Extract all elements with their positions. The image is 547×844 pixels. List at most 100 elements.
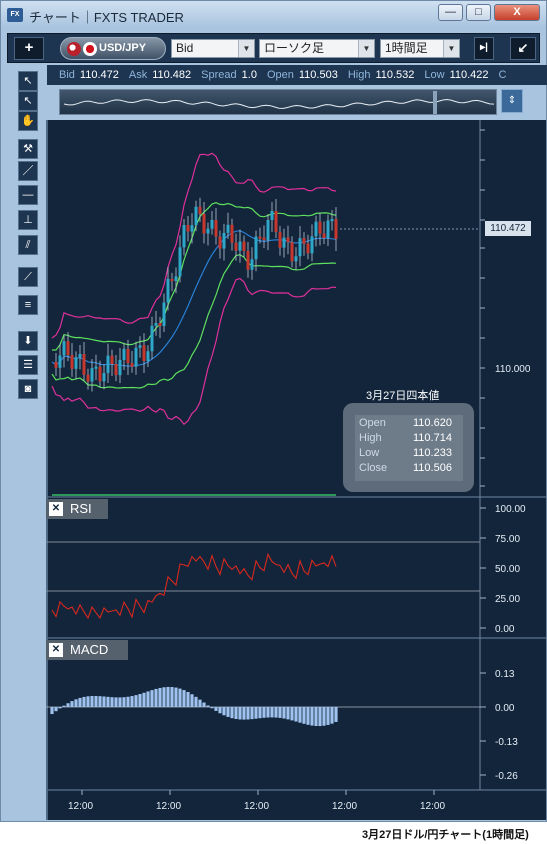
- macd-histogram-bar: [234, 707, 238, 720]
- pair-label: USD/JPY: [99, 42, 147, 54]
- macd-histogram-bar: [122, 697, 126, 707]
- timeframe-select[interactable]: 1時間足 ▼: [380, 39, 460, 58]
- macd-histogram-bar: [190, 694, 194, 707]
- quote-label: Bid: [59, 69, 75, 81]
- vertical-line-icon[interactable]: ⊥: [18, 210, 38, 230]
- macd-label: MACD: [70, 642, 109, 657]
- candle-body: [174, 276, 178, 282]
- macd-histogram-bar: [54, 707, 58, 712]
- macd-histogram-bar: [158, 687, 162, 707]
- macd-histogram-bar: [294, 707, 298, 722]
- list-icon[interactable]: ☰: [18, 355, 38, 375]
- add-chart-button[interactable]: +: [14, 37, 44, 60]
- minimize-button[interactable]: —: [438, 4, 463, 21]
- download-icon[interactable]: ⬇: [18, 331, 38, 351]
- candle-body: [206, 228, 210, 234]
- fit-range-icon[interactable]: ⇕: [501, 89, 523, 113]
- candle-body: [114, 363, 118, 376]
- fibonacci-icon[interactable]: ≡: [18, 295, 38, 315]
- macd-histogram-bar: [162, 687, 166, 707]
- camera-icon[interactable]: ◙: [18, 379, 38, 399]
- macd-histogram-bar: [266, 707, 270, 718]
- pointer-icon[interactable]: ↖: [18, 71, 38, 91]
- macd-histogram-bar: [110, 697, 114, 707]
- hammer-icon[interactable]: ⚒: [18, 139, 38, 159]
- macd-tick-label: 0.00: [495, 703, 515, 714]
- chart-toolbar: + USD/JPY Bid ▼ ローソク足 ▼ 1時間足 ▼ ▸| ↙: [7, 33, 540, 63]
- ohlc-value: 110.620: [413, 417, 452, 429]
- macd-histogram-bar: [182, 690, 186, 707]
- time-tick-label: 12:00: [156, 801, 181, 812]
- macd-histogram-bar: [246, 707, 250, 720]
- trendline-icon[interactable]: ／: [18, 161, 38, 181]
- maximize-button[interactable]: □: [466, 4, 491, 21]
- hand-icon[interactable]: ✋: [18, 111, 38, 131]
- candle-body: [326, 220, 330, 239]
- chart-type-select[interactable]: ローソク足 ▼: [259, 39, 375, 58]
- candle-body: [226, 224, 230, 233]
- ohlc-row-low: Low 110.233: [359, 447, 452, 459]
- macd-histogram-bar: [206, 705, 210, 707]
- candle-body: [162, 302, 166, 327]
- macd-histogram-bar: [314, 707, 318, 727]
- macd-histogram-bar: [250, 707, 254, 720]
- candle-body: [286, 237, 290, 243]
- time-tick-label: 12:00: [420, 801, 445, 812]
- candle-body: [274, 210, 278, 233]
- scroll-end-button[interactable]: ▸|: [474, 37, 494, 60]
- candle-body: [218, 236, 222, 249]
- candle-body: [322, 233, 326, 239]
- candle-body: [334, 219, 338, 239]
- candle-body: [302, 238, 306, 244]
- ohlc-value: 110.233: [413, 447, 452, 459]
- parallel-lines-icon[interactable]: ⫽: [18, 235, 38, 255]
- bollinger-upper-1sd: [52, 202, 337, 351]
- title-bar[interactable]: FX チャート｜FXTS TRADER — □ X: [1, 1, 546, 29]
- candle-body: [118, 359, 122, 376]
- quote-bar: Bid 110.472 Ask 110.482 Spread 1.0 Open 110.503…: [47, 65, 547, 85]
- overview-navigator[interactable]: [59, 89, 497, 115]
- close-button[interactable]: X: [494, 4, 540, 21]
- current-price-label: 110.472: [485, 221, 531, 236]
- quote-value: 110.422: [449, 69, 489, 81]
- macd-histogram-bar: [238, 707, 242, 720]
- ohlc-date: 3月27日四本値: [366, 390, 440, 402]
- close-macd-icon[interactable]: ✕: [49, 643, 63, 657]
- chevron-down-icon: ▼: [238, 40, 254, 57]
- price-type-select[interactable]: Bid ▼: [171, 39, 255, 58]
- candle-body: [62, 341, 66, 356]
- horizontal-line-icon[interactable]: —: [18, 185, 38, 205]
- detach-window-icon[interactable]: ↙: [510, 37, 536, 60]
- macd-histogram-bar: [126, 696, 130, 707]
- quote-value: 110.482: [152, 69, 192, 81]
- candle-body: [214, 219, 218, 237]
- ohlc-label: High: [359, 432, 382, 444]
- candle-body: [230, 224, 234, 243]
- candle-body: [154, 323, 158, 326]
- candle-body: [298, 238, 302, 257]
- macd-tick-label: -0.26: [495, 771, 518, 782]
- currency-pair-selector[interactable]: USD/JPY: [60, 37, 166, 60]
- fan-icon[interactable]: ⟋: [18, 267, 38, 287]
- macd-histogram-bar: [310, 707, 314, 726]
- candle-body: [306, 243, 310, 254]
- time-tick-label: 12:00: [244, 801, 269, 812]
- ohlc-label: Low: [359, 447, 380, 459]
- candle-body: [146, 351, 150, 362]
- chart-svg: 110.000 100.00 75.00 50.00 25.00 0.00 0.13 0.00…: [46, 120, 546, 820]
- candle-body: [202, 213, 206, 234]
- quote-value: 1.0: [241, 69, 257, 81]
- candle-body: [210, 219, 214, 229]
- macd-histogram-bar: [218, 707, 222, 714]
- macd-histogram-bar: [210, 707, 214, 709]
- candle-body: [186, 225, 190, 232]
- candle-body: [134, 347, 138, 367]
- close-rsi-icon[interactable]: ✕: [49, 502, 63, 516]
- candle-body: [294, 256, 298, 262]
- candle-body: [86, 374, 90, 382]
- macd-histogram-bar: [98, 696, 102, 707]
- crosshair-pointer-icon[interactable]: ↖: [18, 91, 38, 111]
- macd-histogram-bar: [274, 707, 278, 718]
- timeframe-value: 1時間足: [385, 41, 428, 55]
- quote-label: Spread: [201, 69, 237, 81]
